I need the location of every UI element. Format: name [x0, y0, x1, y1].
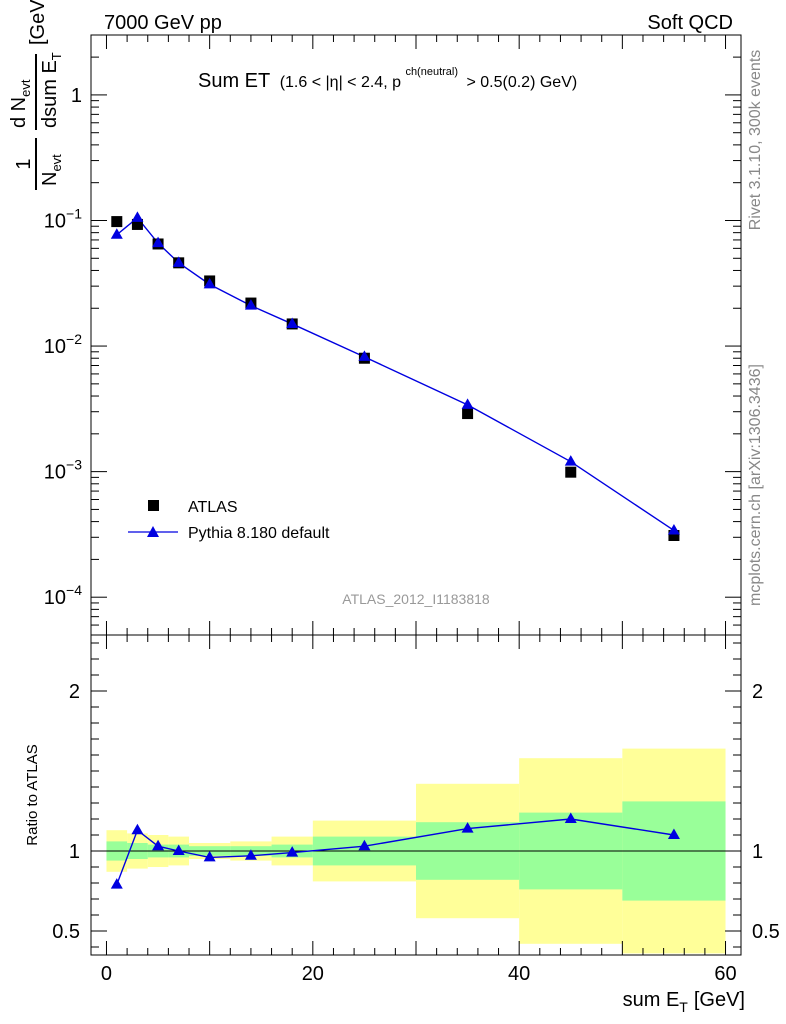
main-y-tick-label: 1	[71, 85, 82, 107]
header-right: Soft QCD	[647, 12, 733, 34]
main-y-ticks: 110−110−210−310−4	[44, 34, 741, 636]
x-axis-label: sum ET [GeV]	[623, 989, 745, 1015]
ratio-marks	[110, 812, 680, 889]
plot-title-cut-2: > 0.5(0.2) GeV)	[466, 74, 577, 91]
ratio-point	[131, 823, 144, 835]
atlas-point	[668, 529, 680, 541]
main-y-tick-label-exp: −4	[66, 582, 82, 598]
main-y-tick-label-base: 10	[44, 462, 66, 484]
ratio-x-tick-label: 20	[302, 963, 324, 985]
analysis-watermark: ATLAS_2012_I1183818	[342, 591, 490, 607]
legend-label-atlas: ATLAS	[188, 499, 238, 516]
ratio-x-tick-label: 0	[101, 963, 112, 985]
legend-label-pythia: Pythia 8.180 default	[188, 525, 330, 542]
ratio-point	[667, 828, 680, 839]
pythia-point	[461, 398, 474, 409]
main-y-tick-label-exp: −2	[66, 331, 82, 347]
x-axis-label-base: sum E	[623, 989, 680, 1011]
ratio-point	[152, 839, 165, 851]
legend-marker-atlas	[148, 500, 159, 511]
pythia-point	[564, 455, 577, 466]
ylabel-den1-sub: evt	[49, 154, 64, 172]
main-y-tick-label-base: 10	[44, 587, 66, 609]
ratio-point	[110, 878, 123, 889]
ratio-y-tick-label-right: 0.5	[752, 921, 780, 943]
main-frame	[90, 34, 742, 636]
main-y-tick-label: 10−2	[44, 331, 82, 358]
pythia-point	[244, 299, 257, 310]
main-x-ticks	[105, 35, 727, 635]
ylabel-num2-sub: evt	[18, 79, 33, 97]
ratio-x-tick-label: 40	[508, 963, 530, 985]
main-y-tick-label-exp: −3	[66, 457, 82, 473]
rivet-label: Rivet 3.1.10, 300k events	[747, 50, 764, 231]
ratio-x-tick-label: 60	[714, 963, 736, 985]
ratio-point	[203, 850, 216, 862]
ratio-point	[564, 812, 577, 823]
ratio-y-tick-label: 2	[69, 681, 80, 703]
plot-title: Sum ET (1.6 < |η| < 2.4, p ch(neutral) >…	[198, 62, 577, 92]
ylabel-den1-base: N	[39, 172, 61, 186]
ratio-y-tick-label-right: 1	[752, 841, 763, 863]
legend-marker-pythia	[147, 526, 159, 537]
main-marks	[110, 211, 680, 541]
atlas-point	[565, 466, 577, 478]
legend: ATLAS Pythia 8.180 default	[128, 499, 330, 542]
ylabel-num1: 1	[13, 158, 35, 169]
ylabel-unit: [GeV-1]	[23, 0, 49, 45]
pythia-point	[358, 350, 371, 361]
ylabel-den2: dsum ET	[39, 52, 64, 128]
ratio-point	[286, 846, 299, 857]
pythia-point	[286, 317, 299, 328]
pythia-point	[667, 523, 680, 535]
plot-title-main: Sum ET	[198, 70, 270, 92]
ratio-bands	[91, 748, 741, 954]
pythia-point	[203, 277, 216, 289]
x-axis-label-unit: [GeV]	[694, 989, 745, 1011]
ylabel-den2-sub: T	[49, 52, 64, 60]
ratio-point	[358, 839, 371, 851]
pythia-point	[172, 256, 185, 267]
ratio-point	[244, 849, 257, 860]
atlas-point	[131, 218, 143, 230]
plot-title-cut-sup: ch(neutral)	[405, 66, 458, 78]
pythia-line	[116, 216, 675, 532]
main-y-tick-label: 10−4	[44, 582, 82, 609]
ratio-y-tick-label: 0.5	[52, 921, 80, 943]
ratio-point	[461, 822, 474, 833]
ylabel-den2-base: dsum E	[39, 60, 61, 128]
ratio-y-tick-label-right: 2	[752, 681, 763, 703]
plot-title-cut-1: (1.6 < |η| < 2.4, p	[280, 74, 401, 91]
pythia-point	[131, 211, 144, 222]
x-axis-label-sub: T	[679, 999, 688, 1015]
main-y-tick-label-base: 10	[44, 210, 66, 232]
ylabel-num2: d Nevt	[8, 79, 33, 128]
main-y-axis-label: 1 Nevt d Nevt dsum ET [GeV-1]	[8, 0, 64, 190]
ratio-y-ticks: 0.5 0.5 1 1 2 2	[52, 642, 780, 948]
ylabel-num2-base: d N	[8, 97, 30, 128]
atlas-point	[462, 408, 474, 420]
pythia-point	[152, 236, 165, 248]
main-y-tick-label-base: 10	[44, 336, 66, 358]
main-y-tick-label: 10−3	[44, 457, 82, 484]
header-left: 7000 GeV pp	[104, 12, 222, 34]
ratio-panel: 0 20 40 60 0.5 0.5 1 1 2 2 Ratio to ATLAS sum ET…	[24, 634, 780, 1015]
ylabel-unit-base: [GeV	[27, 0, 49, 45]
main-panel: 110−110−210−310−4 Sum ET (1.6 < |η| < 2.…	[8, 0, 742, 636]
main-y-tick-label: 10−1	[44, 205, 82, 232]
ratio-point	[172, 844, 185, 855]
pythia-point	[110, 228, 123, 239]
main-y-tick-label-exp: −1	[66, 205, 82, 221]
mcplots-label: mcplots.cern.ch [arXiv:1306.3436]	[747, 364, 764, 606]
ratio-x-ticks: 0 20 40 60	[101, 635, 737, 985]
ratio-y-tick-label: 1	[69, 841, 80, 863]
atlas-point	[111, 216, 123, 228]
ylabel-den1: Nevt	[39, 154, 64, 186]
ratio-y-axis-label: Ratio to ATLAS	[24, 744, 41, 845]
